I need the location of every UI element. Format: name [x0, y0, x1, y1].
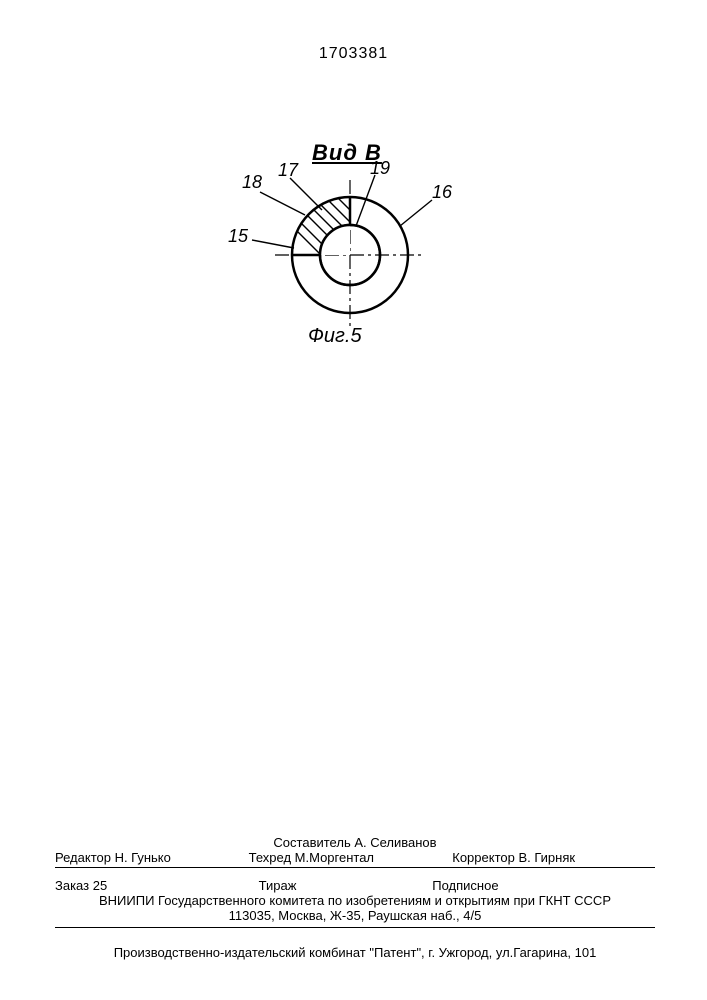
producer-line: Производственно-издательский комбинат "П… [55, 945, 655, 960]
figure-caption: Фиг.5 [308, 325, 362, 348]
divider-1 [55, 867, 655, 868]
document-number: 1703381 [0, 45, 707, 63]
credits-row-1: Составитель А. Селиванов [55, 835, 655, 850]
order-number: Заказ 25 [55, 878, 255, 893]
order-row: Заказ 25 Тираж Подписное [55, 878, 655, 893]
callout-16: 16 [432, 182, 452, 203]
callout-15: 15 [228, 226, 248, 247]
institution-line-1: ВНИИПИ Государственного комитета по изоб… [55, 893, 655, 908]
credits-row-2: Редактор Н. Гунько Техред М.Моргентал Ко… [55, 850, 655, 865]
corrector-credit: Корректор В. Гирняк [452, 850, 575, 865]
callout-17: 17 [278, 160, 298, 181]
figure-5: Вид В [200, 140, 500, 370]
podpis-label: Подписное [432, 878, 498, 893]
divider-2 [55, 927, 655, 928]
callout-19: 19 [370, 158, 390, 179]
composer-credit: Составитель А. Селиванов [273, 835, 436, 850]
page: 1703381 Вид В [0, 0, 707, 1000]
institution-line-2: 113035, Москва, Ж-35, Раушская наб., 4/5 [55, 908, 655, 923]
callout-18: 18 [242, 172, 262, 193]
tirazh-label: Тираж [259, 878, 429, 893]
editor-credit: Редактор Н. Гунько [55, 850, 245, 865]
techred-credit: Техред М.Моргентал [249, 850, 449, 865]
